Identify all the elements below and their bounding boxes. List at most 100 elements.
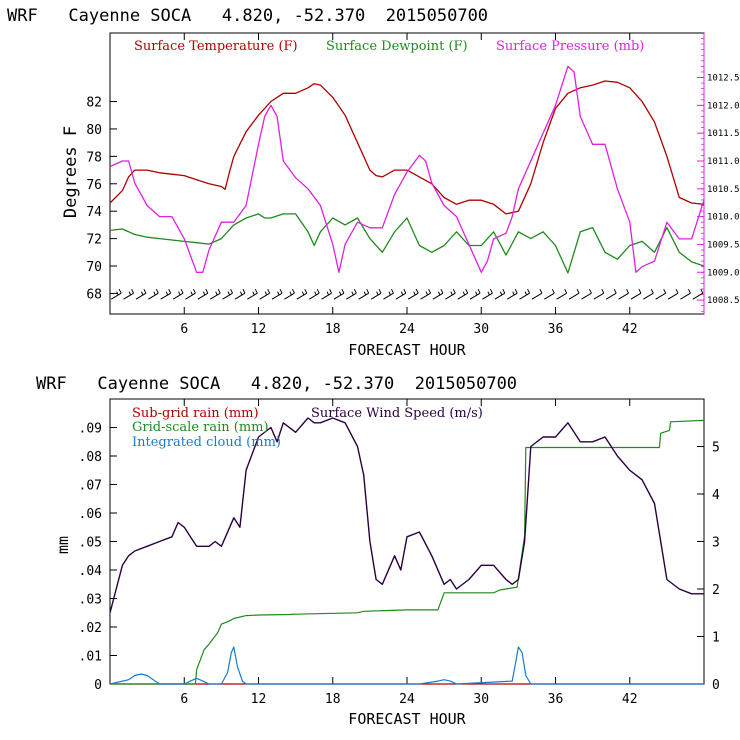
p2-xtick-label: 18 [325,692,341,707]
p1-y2tick-label: 1012.5 [707,74,740,84]
wind-barb [407,288,419,300]
p2-ytick-label: .08 [79,450,102,465]
wind-barb [135,288,147,300]
wind-barb [506,288,518,300]
p1-y2tick-label: 1011.0 [707,157,740,167]
panel1-title: WRF Cayenne SOCA 4.820, -52.370 20150507… [7,6,488,26]
wind-barb [531,288,543,300]
p2-y2tick-label: 1 [712,631,720,646]
p2-xtick-label: 30 [473,692,489,707]
p1-y2tick-label: 1009.5 [707,240,740,250]
wind-barb [457,288,469,300]
wind-barb [482,288,493,300]
wind-barb [383,288,394,300]
wind-barb [420,288,432,300]
legend-surface-dewpoint: Surface Dewpoint (F) [326,39,468,54]
p2-xtick-label: 36 [548,692,564,707]
wind-barb [259,288,271,300]
wind-barb [445,288,456,300]
wind-barb [172,288,184,300]
legend-gridscale-rain: Grid-scale rain (mm) [132,420,269,435]
wind-barb [469,288,481,300]
p1-xtick-label: 30 [473,322,489,337]
wind-barb [556,288,568,300]
wind-speed-line [109,417,704,613]
panel1-y-ticks: 68 70 72 74 76 78 80 82 [86,96,117,302]
panel1-y-axis-label: Degrees F [61,126,81,218]
legend-surface-wind-speed: Surface Wind Speed (m/s) [311,406,483,421]
wind-barb [296,288,308,300]
wind-barb [395,288,407,300]
p2-ytick-label: 0 [94,678,102,693]
wind-barb [432,288,444,300]
gridscale-rain-line [110,419,705,685]
panel1-wind-barbs [110,288,704,300]
p1-ytick-label: 68 [86,287,102,302]
p1-xtick-label: 6 [180,322,188,337]
p2-ytick-label: .01 [79,650,102,665]
panel1-right-y-ticks: 1008.5 1009.0 1009.5 1010.0 1010.5 1011.0 1011… [697,38,740,312]
p2-y2tick-label: 5 [712,441,720,456]
p2-ytick-label: .09 [79,422,102,437]
wind-barb [618,288,630,300]
p2-xtick-label: 6 [180,692,188,707]
wind-barb [568,288,580,300]
p1-y2tick-label: 1010.5 [707,185,740,195]
wind-barb [209,288,221,300]
wind-barb [593,288,605,300]
wind-barb [123,288,135,300]
panel2-y-ticks: 0 .01 .02 .03 .04 .05 .06 .07 .08 .09 [79,422,117,693]
wind-barb [160,288,172,300]
p1-y2tick-label: 1011.5 [707,129,740,139]
p2-y2tick-label: 2 [712,583,720,598]
wind-barb [605,288,617,300]
legend-surface-temperature: Surface Temperature (F) [134,39,298,54]
legend-subgrid-rain: Sub-grid rain (mm) [132,406,259,421]
panel2-right-y-ticks: 0 1 2 3 4 5 [697,441,720,693]
panel1-x-axis-label: FORECAST HOUR [348,341,466,359]
wind-barb [643,288,654,300]
wind-barb [346,288,357,300]
wind-barb [692,288,704,300]
wind-barb [148,288,159,300]
wind-barb [630,288,642,300]
p2-xtick-label: 12 [251,692,267,707]
p1-xtick-label: 36 [548,322,564,337]
p1-xtick-label: 24 [399,322,415,337]
wind-barb [333,288,345,300]
wind-barb [247,288,258,300]
panel2-series [109,417,705,685]
integrated-cloud-line [109,646,704,685]
wind-barb [284,288,295,300]
p2-ytick-label: .07 [79,479,102,494]
p1-ytick-label: 78 [86,150,102,165]
wind-barb [234,288,246,300]
p2-y2tick-label: 3 [712,536,720,551]
wind-barb [222,288,234,300]
panel2-x-ticks: 6 12 18 24 30 36 42 [180,399,638,707]
p2-ytick-label: .06 [79,507,102,522]
p2-y2tick-label: 4 [712,488,720,503]
p1-ytick-label: 82 [86,96,102,111]
wind-barb [519,288,531,300]
pressure-line [109,65,705,273]
wind-barb [197,288,209,300]
p1-ytick-label: 70 [86,260,102,275]
legend-surface-pressure: Surface Pressure (mb) [496,39,644,54]
wind-barb [680,288,691,300]
p2-ytick-label: .04 [79,564,103,579]
p1-ytick-label: 76 [86,178,102,193]
temperature-line [109,80,705,215]
p1-y2tick-label: 1010.0 [707,213,740,223]
wind-barb [358,288,370,300]
wind-barb [271,288,283,300]
p2-xtick-label: 42 [622,692,638,707]
p1-y2tick-label: 1008.5 [707,296,740,306]
panel1-series [109,65,705,274]
p1-xtick-label: 12 [251,322,267,337]
p1-ytick-label: 74 [86,205,102,220]
p1-xtick-label: 18 [325,322,341,337]
panel2-title: WRF Cayenne SOCA 4.820, -52.370 20150507… [36,374,517,394]
dewpoint-line [109,213,705,274]
